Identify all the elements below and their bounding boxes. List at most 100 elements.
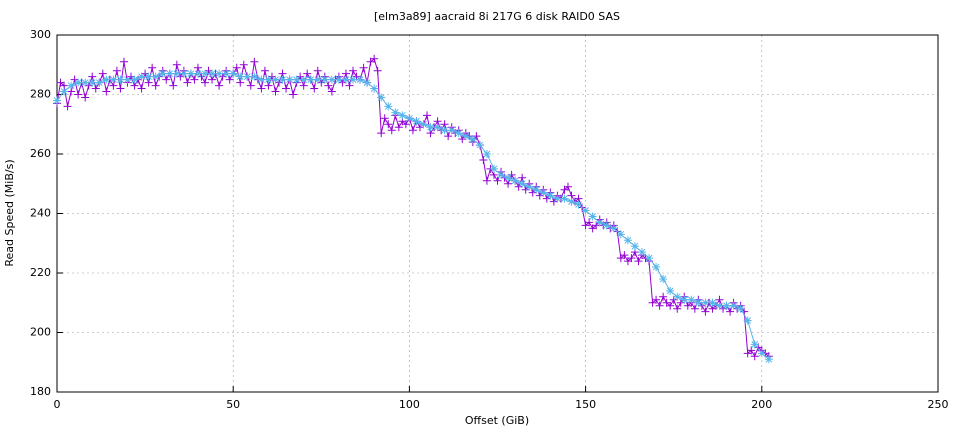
data-point [130,75,139,84]
data-point [729,301,738,310]
data-point [419,120,428,129]
data-point [567,197,576,206]
data-point [137,84,146,93]
data-point [102,75,111,84]
data-point [327,87,336,96]
data-point [387,126,396,135]
data-point [581,206,590,215]
data-point [341,75,350,84]
data-point [306,75,315,84]
x-tick-label: 50 [226,398,240,411]
data-point [687,295,696,304]
data-point [447,126,456,135]
data-point [260,66,269,75]
data-point [454,129,463,138]
data-point [313,75,322,84]
data-point [736,304,745,313]
data-point [53,96,61,105]
data-point [750,352,759,361]
data-point [602,221,611,230]
data-point [511,176,520,185]
data-point [246,81,255,90]
chart-title: [elm3a89] aacraid 8i 217G 6 disk RAID0 S… [374,10,620,23]
data-point [497,170,506,179]
data-point [673,292,682,301]
data-point [652,263,661,272]
data-point [109,75,118,84]
y-tick-label: 240 [30,207,51,220]
data-point [88,78,97,87]
x-tick-label: 200 [751,398,772,411]
series-line [56,57,770,358]
data-point [440,126,449,135]
x-axis-label: Offset (GiB) [465,414,529,427]
x-tick-label: 0 [54,398,61,411]
data-point [63,102,72,111]
data-point [292,75,301,84]
data-point [532,185,541,194]
data-point [747,346,756,355]
data-point [183,78,192,87]
data-point [250,57,259,66]
data-point [444,132,453,141]
data-point [324,81,333,90]
data-point [172,69,181,78]
data-point [91,84,100,93]
data-point [229,69,238,78]
data-point [271,75,280,84]
data-point [67,81,76,90]
data-point [193,69,202,78]
data-point [659,274,668,283]
data-point [310,84,319,93]
data-point [394,123,403,132]
data-point [356,75,365,84]
data-point [271,87,280,96]
data-point [162,75,171,84]
data-point [225,75,234,84]
data-point [208,69,217,78]
data-point [408,126,417,135]
data-point [257,75,266,84]
data-point [690,304,699,313]
x-tick-label: 250 [928,398,949,411]
data-point [391,108,400,117]
plot-border [56,34,939,393]
data-point [151,81,160,90]
data-point [701,298,710,307]
data-point [666,301,675,310]
y-tick-label: 260 [30,147,51,160]
x-tick-label: 100 [399,398,420,411]
data-point [299,75,308,84]
data-point [81,93,90,102]
data-point [165,69,174,78]
data-point [119,57,128,66]
data-point [257,84,266,93]
data-point [349,75,358,84]
data-point [694,298,703,307]
data-point [334,75,343,84]
data-point [148,63,157,72]
data-point [546,191,555,200]
data-point [405,114,414,123]
data-point [123,75,132,84]
data-point [98,69,107,78]
data-point [74,90,83,99]
data-point [461,132,470,141]
data-point [370,54,379,63]
data-point [345,81,354,90]
y-tick-label: 280 [30,88,51,101]
data-point [630,242,639,251]
data-point [384,102,393,111]
data-point [423,111,432,120]
data-point [673,304,682,313]
x-tick-label: 150 [575,398,596,411]
data-point [137,72,146,81]
data-point [144,72,153,81]
data-point [320,75,329,84]
data-point [201,69,210,78]
data-point [373,66,382,75]
data-point [384,120,393,129]
data-point [327,75,336,84]
series-line [56,73,770,360]
data-point [303,69,312,78]
